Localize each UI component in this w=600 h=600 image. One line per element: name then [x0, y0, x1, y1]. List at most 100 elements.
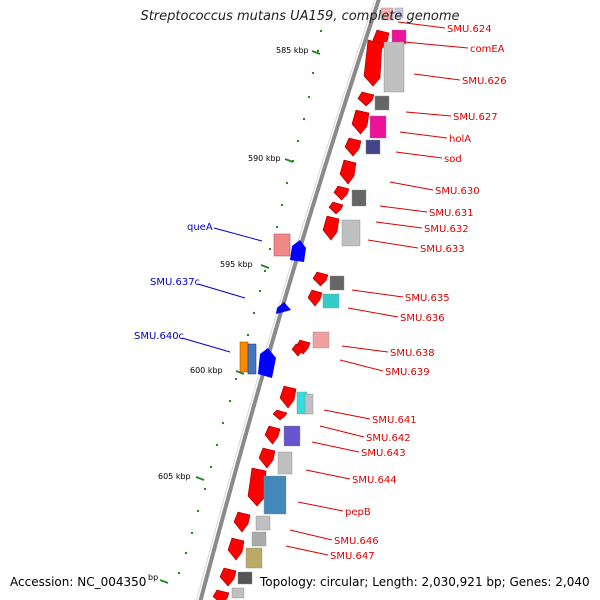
gene-label-forward: SMU.639: [385, 367, 430, 378]
gene-category-block: [283, 425, 301, 447]
cds-forward-arrow: [264, 425, 281, 445]
cds-forward-arrow: [333, 185, 350, 201]
gene-category-block: [341, 219, 361, 247]
gene-leader-line: [351, 289, 404, 298]
scale-dot: [297, 140, 299, 142]
scale-dot: [312, 72, 314, 74]
gene-label-forward: SMU.624: [447, 24, 492, 35]
reverse-gene-category-block: [247, 343, 257, 375]
scale-dot: [259, 290, 261, 292]
gene-category-block: [231, 587, 245, 599]
gene-labels: SMU.624 comEA SMU.626 SMU.627 holA sod SMU.630…: [134, 21, 507, 562]
backbone-inner-line: [196, 0, 376, 600]
gene-category-block: [369, 115, 387, 139]
gene-leader-line: [197, 283, 246, 299]
gene-category-block: [383, 41, 405, 93]
reverse-gene-category-block: [273, 233, 291, 257]
gene-label-forward: SMU.635: [405, 293, 450, 304]
gene-label-forward: SMU.636: [400, 313, 445, 324]
gene-label-forward: SMU.630: [435, 186, 480, 197]
cds-reverse-arrow: [276, 302, 291, 314]
scale-dot: [204, 488, 206, 490]
gene-category-block: [277, 451, 293, 475]
gene-category-block: [365, 139, 381, 155]
gene-label-forward: SMU.642: [366, 433, 411, 444]
gene-category-block: [380, 7, 394, 21]
cds-forward-arrow: [219, 567, 237, 587]
gene-label-forward: SMU.626: [462, 76, 507, 87]
gene-leader-line: [289, 529, 333, 541]
scale-tick-mark: [311, 50, 321, 55]
gene-label-forward: SMU.627: [453, 112, 498, 123]
gene-category-block: [312, 331, 330, 349]
scale-dot: [253, 312, 255, 314]
gene-leader-line: [341, 345, 389, 353]
scale-dot: [276, 226, 278, 228]
map-title: Streptococcus mutans UA159, complete gen…: [140, 9, 460, 24]
cds-forward-arrow: [344, 137, 362, 157]
gene-leader-line: [395, 151, 443, 159]
gene-label-reverse: SMU.640c: [134, 331, 184, 342]
gene-label-reverse: queA: [187, 222, 213, 233]
gene-label-reverse: SMU.637c: [150, 277, 200, 288]
backbone-outer-line: [198, 0, 381, 600]
cds-forward-arrow: [233, 511, 251, 533]
scale-tick-mark: [284, 158, 294, 163]
scale-dot: [281, 204, 283, 206]
gene-label-forward: holA: [449, 134, 471, 145]
gene-features: [212, 7, 407, 600]
gene-category-block: [263, 475, 287, 515]
cds-forward-arrow: [291, 343, 305, 357]
gene-label-forward: pepB: [345, 507, 371, 518]
scale-tick-mark: [260, 264, 270, 269]
scale-dot: [235, 378, 237, 380]
gene-category-block: [394, 7, 404, 19]
gene-leader-line: [297, 501, 344, 512]
gene-leader-line: [285, 545, 329, 556]
scale-dot: [317, 50, 319, 52]
scale-tick-label: 605 kbp: [158, 472, 191, 481]
scale-dot: [229, 400, 231, 402]
gene-label-forward: comEA: [470, 44, 505, 55]
cds-forward-arrow: [227, 537, 245, 561]
gene-label-forward: SMU.646: [334, 536, 379, 547]
scale-dot: [308, 96, 310, 98]
scale-dot: [269, 248, 271, 250]
gene-label-forward: SMU.631: [429, 208, 474, 219]
accession-text: Accession: NC_004350: [8, 575, 149, 589]
gene-category-block: [251, 531, 267, 547]
scale-tick-label-partial: bp: [148, 573, 158, 582]
gene-leader-line: [339, 359, 384, 372]
scale-ticks: 585 kbp 590 kbp 595 kbp 600 kbp 605 kbp bp: [148, 30, 322, 584]
scale-dot: [222, 422, 224, 424]
gene-leader-line: [389, 181, 434, 191]
cds-forward-arrow: [328, 201, 344, 215]
gene-leader-line: [399, 131, 448, 139]
gene-leader-line: [181, 337, 231, 353]
scale-tick-label: 585 kbp: [276, 46, 309, 55]
cds-forward-arrow: [212, 589, 230, 600]
gene-label-forward: sod: [444, 154, 462, 165]
gene-leader-line: [311, 441, 360, 453]
scale-dot: [303, 118, 305, 120]
cds-forward-arrow: [279, 385, 297, 409]
cds-forward-arrow: [247, 467, 267, 507]
gene-label-forward: SMU.643: [361, 448, 406, 459]
reverse-gene-category-block: [239, 341, 249, 373]
gene-label-forward: SMU.638: [390, 348, 435, 359]
topology-text: Topology: circular; Length: 2,030,921 bp…: [258, 575, 592, 589]
scale-tick-mark: [195, 476, 205, 481]
scale-dot: [216, 444, 218, 446]
gene-leader-line: [347, 307, 399, 318]
gene-category-block: [329, 275, 345, 291]
cds-forward-arrow: [322, 215, 340, 241]
gene-category-block: [322, 293, 340, 309]
cds-forward-arrow: [312, 271, 329, 287]
scale-dot: [185, 552, 187, 554]
gene-leader-line: [367, 239, 419, 249]
gene-category-block: [351, 189, 367, 207]
scale-dot: [286, 182, 288, 184]
gene-label-forward: SMU.647: [330, 551, 375, 562]
gene-category-block: [237, 571, 253, 585]
scale-dot: [320, 30, 322, 32]
